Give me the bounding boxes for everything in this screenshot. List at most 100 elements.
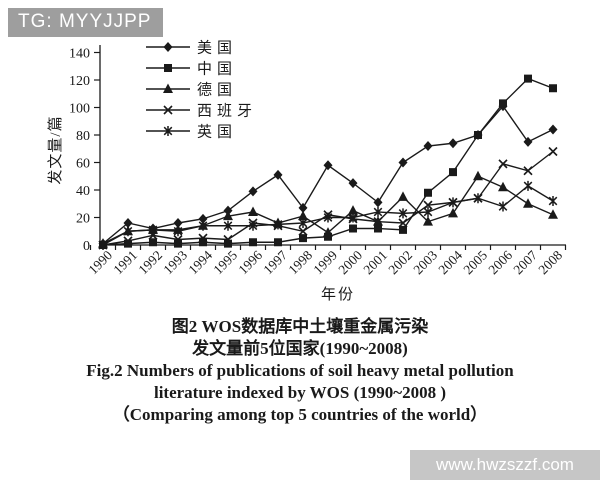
- x-marker: [163, 105, 173, 115]
- x-axis-title: 年份: [321, 286, 355, 303]
- figure-caption: 图2 WOS数据库中土壤重金属污染 发文量前5位国家(1990~2008) Fi…: [0, 316, 600, 426]
- asterisk-marker: [198, 220, 208, 231]
- triangle-marker: [223, 210, 233, 221]
- asterisk-marker: [373, 207, 383, 217]
- svg-text:100: 100: [69, 102, 90, 117]
- diamond-marker: [298, 202, 308, 213]
- x-marker: [423, 200, 433, 210]
- diamond-marker: [448, 138, 458, 149]
- square-marker: [249, 238, 257, 247]
- triangle-marker: [448, 207, 458, 218]
- svg-text:80: 80: [76, 129, 90, 144]
- caption-zh-line1: 图2 WOS数据库中土壤重金属污染: [171, 317, 429, 336]
- asterisk-marker: [473, 193, 483, 204]
- svg-text:2002: 2002: [385, 248, 415, 278]
- asterisk-marker: [423, 207, 433, 217]
- asterisk-marker: [98, 240, 108, 250]
- x-marker: [398, 218, 408, 228]
- square-marker: [224, 239, 232, 248]
- legend-item: 西班牙: [146, 103, 257, 120]
- svg-text:20: 20: [76, 212, 90, 227]
- svg-text:60: 60: [76, 157, 90, 172]
- svg-text:1998: 1998: [285, 247, 315, 277]
- asterisk-marker: [323, 212, 333, 223]
- diamond-marker: [273, 169, 283, 180]
- caption-zh-line2: 发文量前5位国家(1990~2008): [192, 339, 408, 358]
- series-square: [99, 74, 557, 249]
- asterisk-marker: [523, 180, 533, 191]
- y-axis-title: 发文量/篇: [46, 115, 64, 184]
- svg-text:2000: 2000: [335, 247, 365, 277]
- square-marker: [374, 224, 382, 233]
- asterisk-marker: [398, 208, 408, 219]
- square-marker: [299, 234, 307, 243]
- svg-text:2003: 2003: [410, 247, 440, 277]
- line-chart: 0 20 40 60 80 100 120 140 发文量/篇 1990 1991 1992 1993 1…: [46, 40, 567, 303]
- series-diamond: [98, 101, 558, 249]
- asterisk-marker: [273, 219, 283, 230]
- triangle-marker: [248, 206, 258, 216]
- svg-text:40: 40: [76, 184, 90, 199]
- asterisk-marker: [498, 201, 508, 212]
- triangle-marker: [348, 205, 358, 215]
- diamond-marker: [523, 136, 533, 147]
- diamond-marker: [423, 141, 433, 151]
- svg-text:1996: 1996: [235, 247, 265, 277]
- triangle-marker: [523, 198, 533, 208]
- square-marker: [449, 168, 457, 177]
- triangle-marker: [423, 216, 433, 226]
- chart-canvas: 0 20 40 60 80 100 120 140 发文量/篇 19901991199219931…: [46, 40, 567, 303]
- square-marker: [274, 238, 282, 247]
- svg-text:1997: 1997: [260, 247, 290, 277]
- svg-text:1999: 1999: [310, 247, 340, 277]
- caption-en-line2: literature indexed by WOS (1990~2008 ): [153, 383, 446, 402]
- watermark-tag: TG: MYYJJPP: [8, 8, 164, 37]
- triangle-marker: [398, 191, 408, 201]
- svg-text:1993: 1993: [160, 247, 190, 277]
- svg-text:2004: 2004: [435, 247, 465, 277]
- svg-text:2001: 2001: [360, 248, 390, 278]
- svg-text:1992: 1992: [135, 248, 165, 278]
- asterisk-marker: [448, 197, 458, 208]
- diamond-marker: [348, 178, 358, 189]
- square-marker: [149, 238, 157, 247]
- legend-label: 西班牙: [197, 103, 257, 120]
- diamond-marker: [198, 213, 208, 224]
- square-marker: [124, 239, 132, 248]
- asterisk-marker: [248, 220, 258, 231]
- triangle-marker: [548, 209, 558, 219]
- caption-en-line3: （Comparing among top 5 countries of the …: [112, 405, 488, 424]
- series-asterisk: [98, 180, 558, 250]
- svg-text:2008: 2008: [535, 247, 565, 277]
- asterisk-marker: [223, 220, 233, 231]
- svg-text:2005: 2005: [460, 247, 490, 277]
- legend-label: 中国: [197, 61, 237, 78]
- square-marker: [424, 188, 432, 197]
- svg-text:1995: 1995: [210, 247, 240, 277]
- triangle-marker: [498, 181, 508, 192]
- square-marker: [524, 74, 532, 83]
- y-axis: 0 20 40 60 80 100 120 140 发文量/篇: [46, 47, 100, 254]
- svg-text:1994: 1994: [185, 247, 215, 277]
- x-marker: [198, 233, 208, 243]
- triangle-marker: [473, 170, 483, 181]
- legend-label: 德国: [197, 81, 237, 99]
- svg-text:120: 120: [69, 74, 90, 89]
- diamond-marker: [323, 160, 333, 171]
- diamond-marker: [248, 186, 258, 197]
- asterisk-marker: [298, 218, 308, 228]
- x-marker: [298, 226, 308, 236]
- square-marker: [174, 239, 182, 248]
- square-marker: [349, 224, 357, 233]
- triangle-marker: [298, 210, 308, 221]
- caption-en-line1: Fig.2 Numbers of publications of soil he…: [86, 361, 514, 380]
- legend-label: 英国: [197, 123, 237, 141]
- square-marker: [324, 232, 332, 241]
- diamond-marker: [173, 218, 183, 228]
- asterisk-marker: [548, 196, 558, 206]
- x-axis: 1990199119921993199419951996199719981999…: [85, 245, 567, 303]
- square-marker: [199, 238, 207, 247]
- square-marker: [164, 64, 172, 72]
- diamond-marker: [163, 42, 173, 52]
